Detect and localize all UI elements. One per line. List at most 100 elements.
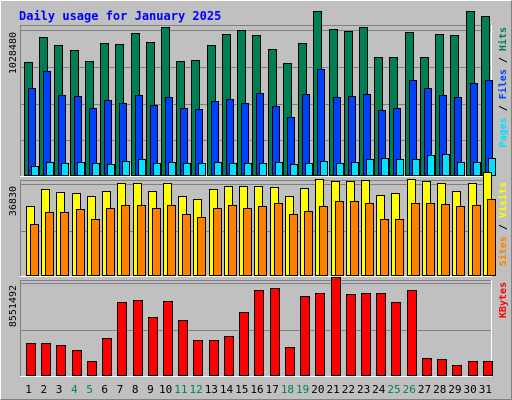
bar-kbytes-day-undefined bbox=[300, 296, 310, 376]
bar-pages-day-25 bbox=[396, 159, 404, 176]
x-tick-label: 7 bbox=[117, 383, 124, 396]
x-tick-label: 31 bbox=[479, 383, 492, 396]
bar-pages-day-15 bbox=[244, 163, 252, 176]
bar-sites-day-undefined bbox=[350, 201, 359, 276]
bar-pages-day-14 bbox=[229, 163, 237, 176]
x-tick-label: 3 bbox=[56, 383, 63, 396]
bar-sites-day-undefined bbox=[380, 219, 389, 276]
legend-separator: / bbox=[498, 99, 509, 117]
x-tick-label: 16 bbox=[250, 383, 263, 396]
bar-pages-day-30 bbox=[473, 162, 481, 176]
bar-pages-day-7 bbox=[122, 161, 130, 176]
bar-sites-day-undefined bbox=[335, 201, 344, 276]
x-tick-label: 1 bbox=[25, 383, 32, 396]
bar-pages-day-9 bbox=[153, 163, 161, 176]
bar-sites-day-undefined bbox=[395, 219, 404, 276]
bar-sites-day-undefined bbox=[258, 206, 267, 276]
bar-files-day-20 bbox=[317, 69, 325, 176]
legend-separator: / bbox=[498, 218, 509, 236]
bar-kbytes-day-undefined bbox=[254, 290, 264, 376]
bar-pages-day-8 bbox=[138, 159, 146, 176]
bar-sites-day-undefined bbox=[228, 205, 237, 276]
bar-kbytes-day-undefined bbox=[163, 301, 173, 376]
bar-pages-day-18 bbox=[290, 164, 298, 176]
bar-kbytes-day-undefined bbox=[270, 288, 280, 376]
bar-sites-day-undefined bbox=[243, 208, 252, 276]
panel-2: 36830 Sites / Visits bbox=[8, 172, 509, 277]
bar-sites-day-undefined bbox=[182, 214, 191, 276]
bar-pages-day-27 bbox=[427, 155, 435, 176]
bar-pages-day-6 bbox=[107, 164, 115, 176]
bar-kbytes-day-undefined bbox=[239, 312, 249, 376]
x-tick-label: 27 bbox=[418, 383, 431, 396]
bar-kbytes-day-undefined bbox=[209, 340, 219, 376]
bar-kbytes-day-undefined bbox=[178, 320, 188, 376]
bar-sites-day-undefined bbox=[152, 208, 161, 276]
bar-sites-day-undefined bbox=[197, 217, 206, 276]
bar-pages-day-3 bbox=[61, 163, 69, 176]
x-tick-label: 12 bbox=[189, 383, 202, 396]
bar-pages-day-29 bbox=[457, 162, 465, 176]
bar-sites-day-undefined bbox=[472, 205, 481, 276]
bar-sites-day-undefined bbox=[289, 214, 298, 276]
bar-sites-day-undefined bbox=[411, 203, 420, 276]
bar-kbytes-day-undefined bbox=[26, 343, 36, 376]
bar-pages-day-26 bbox=[412, 159, 420, 176]
bar-kbytes-day-undefined bbox=[437, 359, 447, 376]
legend-separator: / bbox=[498, 51, 509, 69]
bar-sites-day-undefined bbox=[106, 208, 115, 276]
bar-pages-day-24 bbox=[381, 158, 389, 176]
x-tick-label: 6 bbox=[101, 383, 108, 396]
y-max-label: 1028480 bbox=[8, 32, 19, 74]
x-tick-label: 2 bbox=[41, 383, 48, 396]
x-tick-label: 15 bbox=[235, 383, 248, 396]
x-tick-label: 22 bbox=[342, 383, 355, 396]
bar-sites-day-undefined bbox=[319, 206, 328, 276]
x-tick-label: 30 bbox=[464, 383, 477, 396]
bar-pages-day-12 bbox=[198, 163, 206, 176]
bar-kbytes-day-undefined bbox=[468, 361, 478, 376]
x-tick-label: 14 bbox=[220, 383, 234, 396]
x-tick-label: 28 bbox=[433, 383, 446, 396]
bar-files-day-2 bbox=[43, 71, 51, 176]
legend-label: Sites / Visits bbox=[497, 182, 509, 266]
x-tick-label: 9 bbox=[147, 383, 154, 396]
panel-1: 1028480 Pages / Files / Hits bbox=[8, 11, 509, 177]
bar-kbytes-day-undefined bbox=[87, 361, 97, 376]
bar-pages-day-21 bbox=[336, 163, 344, 176]
bar-sites-day-undefined bbox=[304, 211, 313, 276]
bar-pages-day-13 bbox=[214, 162, 222, 176]
x-tick-label: 21 bbox=[327, 383, 340, 396]
legend-label: Pages / Files / Hits bbox=[497, 27, 509, 147]
chart-panels: 1028480 Pages / Files / Hits 36830 Sites / … bbox=[8, 11, 509, 377]
series-sites bbox=[30, 199, 496, 276]
bar-kbytes-day-undefined bbox=[56, 345, 66, 376]
bar-files-day-1 bbox=[28, 88, 36, 176]
x-tick-label: 8 bbox=[132, 383, 139, 396]
bar-files-day-30 bbox=[470, 83, 478, 176]
bar-kbytes-day-undefined bbox=[41, 343, 51, 376]
bar-kbytes-day-undefined bbox=[72, 350, 82, 376]
x-axis-labels: 1 2 3 4 5 6 7 8 9 10 11 12 13 14 15 16 17 18 19 20 21 22 23 24 2… bbox=[25, 383, 492, 396]
x-tick-label: 19 bbox=[296, 383, 309, 396]
x-tick-label: 20 bbox=[311, 383, 324, 396]
bar-sites-day-undefined bbox=[137, 205, 146, 276]
bar-pages-day-23 bbox=[366, 159, 374, 176]
y-max-label: 36830 bbox=[8, 186, 19, 216]
bar-kbytes-day-undefined bbox=[331, 277, 341, 376]
x-tick-label: 13 bbox=[205, 383, 218, 396]
bar-sites-day-undefined bbox=[91, 219, 100, 276]
chart-title: Daily usage for January 2025 bbox=[19, 9, 221, 23]
bar-sites-day-undefined bbox=[456, 206, 465, 276]
x-tick-label: 5 bbox=[86, 383, 93, 396]
x-tick-label: 11 bbox=[174, 383, 187, 396]
bar-pages-day-28 bbox=[442, 154, 450, 176]
bar-pages-day-17 bbox=[275, 162, 283, 176]
bar-kbytes-day-undefined bbox=[407, 290, 417, 376]
y-max-label: 8551492 bbox=[8, 285, 19, 327]
bar-pages-day-4 bbox=[77, 162, 85, 176]
x-tick-label: 17 bbox=[266, 383, 279, 396]
bar-pages-day-1 bbox=[31, 166, 39, 176]
bar-sites-day-undefined bbox=[487, 199, 496, 276]
bar-pages-day-20 bbox=[320, 161, 328, 176]
